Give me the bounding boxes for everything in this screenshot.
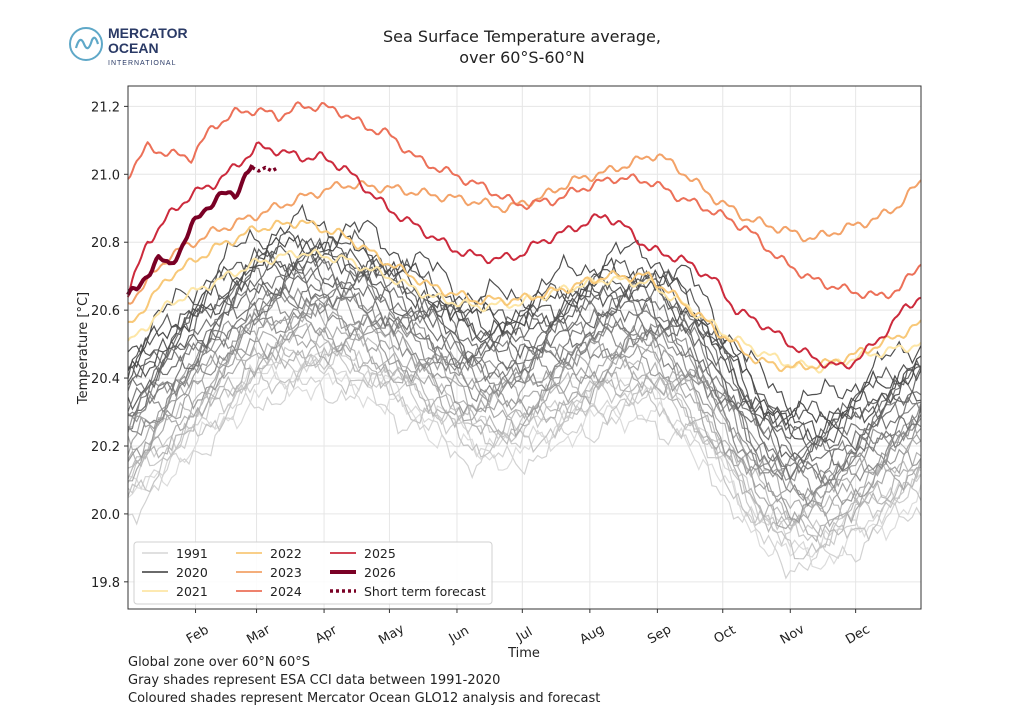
series-line-2026 — [126, 164, 254, 296]
x-tick-label: Feb — [184, 623, 211, 648]
plot-frame — [127, 85, 922, 610]
gray-year-line — [127, 252, 922, 462]
x-tick-label: Oct — [712, 623, 739, 647]
y-tick-label: 20.8 — [91, 236, 120, 251]
legend-label: 2024 — [270, 584, 302, 599]
legend-label: 2026 — [364, 565, 396, 580]
y-tick-label: 20.0 — [91, 508, 120, 523]
chart-title: Sea Surface Temperature average, — [383, 27, 661, 46]
series-line-2022 — [127, 219, 922, 373]
gray-year-line — [127, 311, 922, 518]
gray-year-line — [127, 257, 922, 466]
gray-year-line — [127, 374, 922, 580]
y-axis: 19.8 20.0 20.2 20.4 20.6 20.8 21.0 21.2 — [91, 100, 128, 591]
gray-series-group — [127, 203, 922, 580]
mercator-ocean-logo: MERCATOR OCEAN INTERNATIONAL — [68, 24, 208, 70]
y-tick-label: 21.0 — [91, 168, 120, 183]
legend-label: 2023 — [270, 565, 302, 580]
legend-label: Short term forecast — [364, 584, 486, 599]
gray-year-line — [127, 236, 922, 444]
logo-wave — [74, 36, 100, 50]
x-tick-label: May — [376, 622, 407, 649]
logo-line1: MERCATOR — [108, 25, 188, 41]
x-tick-label: Apr — [313, 622, 341, 647]
gray-year-line — [127, 294, 922, 507]
gray-year-line — [127, 310, 922, 524]
x-tick-label: Sep — [645, 622, 674, 647]
footnote-zone: Global zone over 60°N 60°S — [128, 655, 311, 670]
y-tick-label: 19.8 — [91, 576, 120, 591]
series-line-short-term-forecast — [251, 165, 280, 173]
x-tick-label: Aug — [577, 622, 606, 648]
gray-year-line — [127, 322, 922, 527]
gray-year-line — [127, 338, 922, 538]
gray-year-line — [127, 329, 922, 543]
y-axis-label: Temperature [°C] — [76, 292, 91, 405]
colored-series-group — [126, 101, 922, 374]
legend: 1991 2020 2021 2022 2023 2024 2025 2026 Short te… — [133, 541, 493, 605]
footnote-coloured: Coloured shades represent Mercator Ocean… — [128, 691, 601, 706]
y-tick-label: 20.4 — [91, 372, 120, 387]
y-tick-label: 20.6 — [91, 304, 120, 319]
legend-box — [133, 541, 493, 605]
gray-year-line — [127, 282, 922, 487]
x-tick-label: Mar — [244, 622, 273, 648]
gray-year-line — [127, 272, 922, 484]
gray-year-line — [127, 353, 922, 560]
x-tick-label: Jul — [513, 624, 535, 645]
legend-label: 2022 — [270, 546, 302, 561]
x-tick-label: Nov — [778, 622, 808, 648]
legend-label: 2021 — [176, 584, 208, 599]
logo-line3: INTERNATIONAL — [108, 60, 177, 67]
x-tick-label: Dec — [843, 622, 872, 648]
x-tick-label: Jun — [446, 623, 472, 647]
series-line-2023 — [127, 153, 922, 305]
series-line-2024 — [127, 101, 922, 300]
footnote-gray: Gray shades represent ESA CCI data betwe… — [128, 673, 501, 688]
gray-year-line — [127, 229, 922, 431]
series-line-2025 — [127, 141, 922, 370]
legend-label: 2020 — [176, 565, 208, 580]
legend-label: 1991 — [176, 546, 208, 561]
gray-year-line — [128, 330, 922, 530]
chart-subtitle: over 60°S-60°N — [459, 48, 584, 67]
y-tick-label: 21.2 — [91, 100, 120, 115]
series-line-2021 — [127, 248, 922, 374]
x-axis-label: Time — [507, 646, 540, 661]
legend-label: 2025 — [364, 546, 396, 561]
gray-year-line — [127, 302, 922, 511]
gray-year-line — [127, 346, 922, 547]
gray-year-line — [127, 228, 922, 429]
gray-year-line — [127, 252, 922, 450]
gray-year-line — [127, 370, 922, 570]
logo-line2: OCEAN — [108, 40, 159, 56]
gray-year-line — [127, 203, 922, 417]
x-axis: Feb Mar Apr May Jun Jul Aug Sep Oct Nov Dec — [184, 609, 873, 649]
y-tick-label: 20.2 — [91, 440, 120, 455]
logo-mark — [69, 27, 103, 61]
gray-year-line — [128, 240, 922, 441]
gray-year-line — [127, 274, 922, 481]
